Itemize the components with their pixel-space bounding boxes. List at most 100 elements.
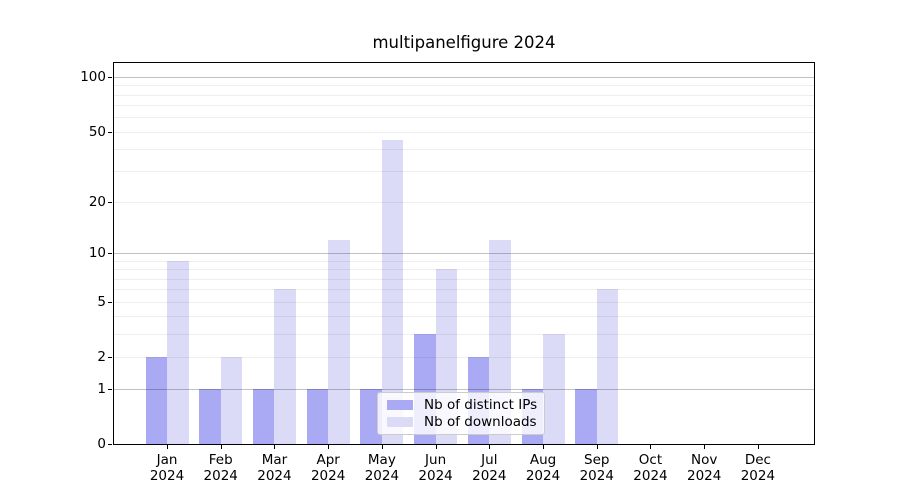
y-tick-mark bbox=[108, 388, 112, 390]
bar-downloads-jan bbox=[167, 261, 189, 444]
bar-downloads-feb bbox=[220, 356, 243, 444]
bar-distinct-ips-mar bbox=[252, 388, 275, 444]
x-tick-label: May 2024 bbox=[350, 452, 414, 484]
y-tick-label: 20 bbox=[88, 194, 106, 211]
gridline-minor bbox=[113, 105, 815, 107]
x-tick-mark bbox=[274, 445, 276, 449]
y-tick-mark bbox=[108, 301, 112, 303]
x-tick-year: 2024 bbox=[257, 467, 292, 484]
bar-downloads-sep bbox=[596, 289, 619, 444]
x-tick-label: Apr 2024 bbox=[296, 452, 360, 484]
x-tick-label: Mar 2024 bbox=[242, 452, 306, 484]
y-tick-label: 0 bbox=[97, 436, 106, 452]
y-tick-mark bbox=[108, 356, 112, 358]
bar-distinct-ips-apr bbox=[306, 388, 329, 444]
y-tick-mark bbox=[108, 131, 112, 133]
x-tick-mark bbox=[757, 445, 759, 449]
x-tick-month: Jan bbox=[156, 452, 178, 468]
x-tick-month: Jul bbox=[481, 452, 498, 468]
x-tick-year: 2024 bbox=[525, 467, 561, 484]
x-tick-year: 2024 bbox=[633, 467, 668, 484]
y-tick-label: 5 bbox=[97, 293, 106, 310]
legend-label-distinct-ips: Nb of distinct IPs bbox=[424, 397, 538, 413]
x-tick-label: Feb 2024 bbox=[189, 452, 253, 484]
gridline-minor bbox=[113, 117, 815, 119]
x-tick-year: 2024 bbox=[687, 467, 722, 484]
gridline-minor bbox=[113, 94, 815, 96]
gridline-major bbox=[113, 388, 815, 390]
legend-label-downloads: Nb of downloads bbox=[424, 414, 537, 430]
y-tick-label: 10 bbox=[88, 245, 106, 262]
x-tick-label: Jun 2024 bbox=[404, 452, 468, 484]
gridline-minor bbox=[113, 202, 815, 204]
gridline-minor bbox=[113, 316, 815, 318]
gridline-minor bbox=[113, 148, 815, 150]
bar-downloads-aug bbox=[543, 333, 565, 444]
x-tick-mark bbox=[596, 445, 598, 449]
y-tick-label: 2 bbox=[97, 348, 106, 365]
x-tick-month: Nov bbox=[691, 452, 718, 468]
x-tick-year: 2024 bbox=[203, 467, 238, 484]
gridline-minor bbox=[113, 269, 815, 271]
gridline-minor bbox=[113, 261, 815, 262]
y-tick-label: 100 bbox=[80, 69, 106, 86]
x-tick-label: Oct 2024 bbox=[618, 452, 682, 484]
x-tick-year: 2024 bbox=[364, 467, 400, 484]
bar-downloads-mar bbox=[274, 289, 296, 444]
y-tick-label: 1 bbox=[97, 380, 106, 397]
gridline-major bbox=[113, 253, 815, 255]
x-tick-mark bbox=[704, 445, 706, 449]
x-tick-year: 2024 bbox=[310, 467, 346, 484]
x-tick-month: Dec bbox=[744, 452, 771, 468]
y-tick-mark bbox=[108, 444, 112, 445]
gridline-minor bbox=[113, 333, 815, 335]
x-tick-label: Sep 2024 bbox=[565, 452, 629, 484]
bar-distinct-ips-may bbox=[360, 388, 382, 444]
bar-distinct-ips-jan bbox=[145, 356, 167, 444]
x-tick-label: Aug 2024 bbox=[511, 452, 575, 484]
gridline-minor bbox=[113, 85, 815, 87]
x-tick-month: Mar bbox=[261, 452, 288, 468]
bar-distinct-ips-sep bbox=[575, 388, 597, 444]
x-tick-year: 2024 bbox=[579, 467, 614, 484]
x-tick-mark bbox=[650, 445, 652, 449]
legend-entry-downloads: Nb of downloads bbox=[378, 414, 544, 431]
bar-downloads-may bbox=[381, 139, 404, 444]
gridline-minor bbox=[113, 356, 815, 358]
x-tick-mark bbox=[167, 445, 168, 449]
x-tick-label: Dec 2024 bbox=[726, 452, 790, 484]
x-tick-month: Sep bbox=[584, 452, 610, 468]
x-tick-year: 2024 bbox=[740, 467, 776, 484]
gridline-minor bbox=[113, 131, 815, 133]
x-tick-month: May bbox=[367, 452, 396, 468]
gridline-minor bbox=[113, 171, 815, 173]
gridline-major bbox=[113, 77, 815, 79]
x-tick-month: Feb bbox=[208, 452, 233, 468]
x-tick-mark bbox=[435, 445, 437, 449]
legend: Nb of distinct IPs Nb of downloads bbox=[377, 392, 545, 435]
x-tick-label: Jan 2024 bbox=[135, 452, 199, 484]
legend-swatch-downloads bbox=[387, 417, 413, 427]
x-tick-mark bbox=[328, 445, 330, 449]
legend-swatch-distinct-ips bbox=[387, 400, 413, 410]
x-tick-label: Nov 2024 bbox=[672, 452, 736, 484]
y-tick-mark bbox=[108, 202, 112, 204]
y-tick-mark bbox=[108, 253, 112, 255]
gridline-minor bbox=[113, 289, 815, 291]
x-tick-year: 2024 bbox=[418, 467, 453, 484]
y-tick-label: 50 bbox=[88, 123, 106, 140]
bar-downloads-apr bbox=[328, 240, 350, 444]
x-tick-month: Oct bbox=[638, 452, 663, 468]
x-tick-mark bbox=[220, 445, 222, 449]
x-tick-mark bbox=[489, 445, 491, 449]
gridline-minor bbox=[113, 301, 815, 303]
x-tick-mark bbox=[381, 445, 383, 449]
x-tick-month: Apr bbox=[316, 452, 340, 468]
legend-entry-distinct-ips: Nb of distinct IPs bbox=[378, 397, 544, 414]
gridline-minor bbox=[113, 278, 815, 280]
x-tick-year: 2024 bbox=[472, 467, 507, 484]
bar-distinct-ips-feb bbox=[199, 388, 221, 444]
chart-title: multipanelfigure 2024 bbox=[372, 33, 556, 52]
x-tick-mark bbox=[543, 445, 545, 449]
